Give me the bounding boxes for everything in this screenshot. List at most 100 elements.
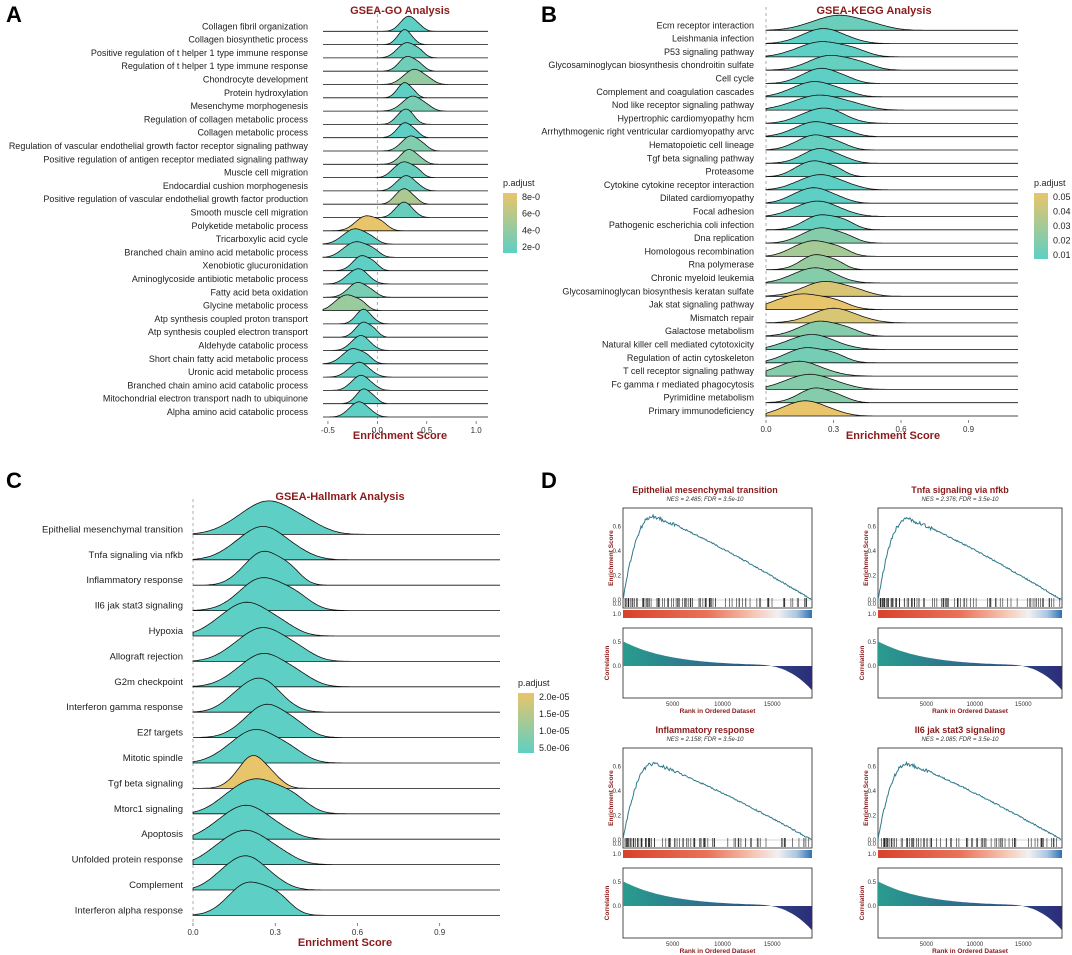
ridge-density <box>192 677 500 713</box>
row-label: Smooth muscle cell migration <box>190 208 308 218</box>
rank-x-tick: 15000 <box>764 702 781 708</box>
row-label: Arrhythmogenic right ventricular cardiom… <box>541 127 754 137</box>
corr-ylabel: Correlation <box>859 886 866 921</box>
row-label: Chondrocyte development <box>203 75 309 85</box>
ridge-density <box>322 348 488 365</box>
legend-tick-label: 0.02 <box>1053 236 1071 246</box>
ridge-density <box>323 135 488 152</box>
ridge-density <box>192 729 500 764</box>
row-label: Complement and coagulation cascades <box>596 87 754 97</box>
row-label: Galactose metabolism <box>665 326 754 336</box>
row-label: Inflammatory response <box>86 575 183 586</box>
rank-xlabel: Rank in Ordered Dataset <box>680 948 757 955</box>
panel-a-legend-title: p.adjust <box>503 178 535 188</box>
panel-b-title: GSEA-KEGG Analysis <box>816 5 931 17</box>
x-tick-label: 0.0 <box>760 425 772 434</box>
row-label: Regulation of collagen metabolic process <box>144 114 309 124</box>
ridge-density <box>192 829 500 865</box>
ridge-density <box>765 200 1018 217</box>
ridge-density <box>765 267 1018 284</box>
row-label: Muscle cell migration <box>224 168 308 178</box>
legend-tick-label: 2e-0 <box>522 242 540 252</box>
ridge-density <box>765 14 1018 31</box>
row-label: Tricarboxylic acid cycle <box>216 234 308 244</box>
row-label: Collagen metabolic process <box>197 128 308 138</box>
ridge-density <box>323 175 488 192</box>
legend-tick-label: 6e-0 <box>522 209 540 219</box>
ridge-density <box>765 94 1018 111</box>
ridge-density <box>323 401 488 418</box>
row-label: Regulation of t helper 1 type immune res… <box>121 61 308 71</box>
row-label: Collagen biosynthetic process <box>188 35 308 45</box>
panel-c-legend-title: p.adjust <box>518 678 550 688</box>
corr-tick-label: 0.0 <box>868 664 877 670</box>
correlation-area <box>878 641 1062 691</box>
x-tick-label: 0.0 <box>372 426 384 435</box>
row-label: Chronic myeloid leukemia <box>651 273 754 283</box>
ridge-density <box>765 41 1018 58</box>
ridge-density <box>765 121 1018 138</box>
row-label: Pathogenic escherichia coli infection <box>609 220 754 230</box>
legend-tick-label: 2.0e-05 <box>539 692 570 702</box>
ridge-density <box>192 778 500 815</box>
rank-x-tick: 15000 <box>1015 942 1032 948</box>
es-panel-frame <box>877 507 1063 609</box>
ridge-density <box>192 881 500 916</box>
panel-c-title: GSEA-Hallmark Analysis <box>275 491 404 503</box>
row-label: Interferon gamma response <box>66 702 183 713</box>
row-label: T cell receptor signaling pathway <box>623 366 754 376</box>
legend-tick-label: 0.03 <box>1053 221 1071 231</box>
ridge-density <box>765 360 1018 377</box>
rank-heatbar <box>623 850 812 858</box>
panel-b-label: B <box>541 2 557 27</box>
es-ylabel: Enrichment Score <box>608 770 615 826</box>
es-tick-label: 0.2 <box>613 573 622 579</box>
gsea-plot-3-stats: NES = 2.158; FDR = 3.5e-10 <box>666 737 744 743</box>
corr-tick-label: 0.0 <box>613 664 622 670</box>
row-label: Unfolded protein response <box>72 855 183 866</box>
ridge-density <box>323 308 488 325</box>
row-label: Uronic acid metabolic process <box>188 367 309 377</box>
rank-tick-label: 0.0 <box>868 602 877 608</box>
es-panel-frame <box>877 747 1063 849</box>
panel-c-label: C <box>6 468 22 493</box>
gsea-plot-3-title: Inflammatory response <box>655 725 754 735</box>
row-label: Polyketide metabolic process <box>191 221 308 231</box>
es-tick-label: 0.4 <box>868 789 877 795</box>
panel-d-label: D <box>541 468 557 493</box>
es-tick-label: 0.4 <box>613 789 622 795</box>
es-tick-label: 0.4 <box>613 549 622 555</box>
row-label: Apoptosis <box>141 829 183 840</box>
ridge-density <box>765 240 1018 257</box>
panel-b-ridgeline: 0.0 0.3 0.6 0.9 Ecm receptor interaction Leis… <box>541 7 1018 434</box>
es-tick-label: 0.2 <box>868 813 877 819</box>
running-es-curve <box>877 760 1062 841</box>
ridge-density <box>323 321 488 338</box>
ridge-density <box>765 387 1018 404</box>
legend-tick-label: 1.0e-05 <box>539 726 570 736</box>
legend-tick-label: 1.5e-05 <box>539 709 570 719</box>
ridge-density <box>192 526 500 561</box>
panel-d-gsea-plots: Enrichment Score0.00.20.40.61.00.00.00.5… <box>604 507 1063 955</box>
rank-tick-label: 1.0 <box>613 852 622 858</box>
ridge-density <box>765 400 1018 417</box>
ridge-density <box>323 388 488 405</box>
legend-tick-label: 0.05 <box>1053 192 1071 202</box>
row-label: Xenobiotic glucuronidation <box>202 261 308 271</box>
ridge-density <box>765 81 1018 98</box>
gsea-plot-1-title: Epithelial mesenchymal transition <box>632 485 778 495</box>
ridge-density <box>765 28 1018 44</box>
es-tick-label: 0.0 <box>868 838 877 844</box>
row-label: Regulation of actin cytoskeleton <box>627 353 754 363</box>
legend-tick-label: 0.01 <box>1053 250 1071 260</box>
row-label: Mesenchyme morphogenesis <box>190 101 308 111</box>
row-label: Tnfa signaling via nfkb <box>88 550 183 561</box>
row-label: Collagen fibril organization <box>202 21 308 31</box>
ridge-density <box>192 703 500 738</box>
correlation-area <box>623 641 812 691</box>
row-label: E2f targets <box>137 728 183 739</box>
es-tick-label: 0.6 <box>868 764 877 770</box>
row-label: Complement <box>129 880 183 891</box>
row-label: Glycine metabolic process <box>203 301 309 311</box>
rank-x-tick: 5000 <box>666 702 680 708</box>
